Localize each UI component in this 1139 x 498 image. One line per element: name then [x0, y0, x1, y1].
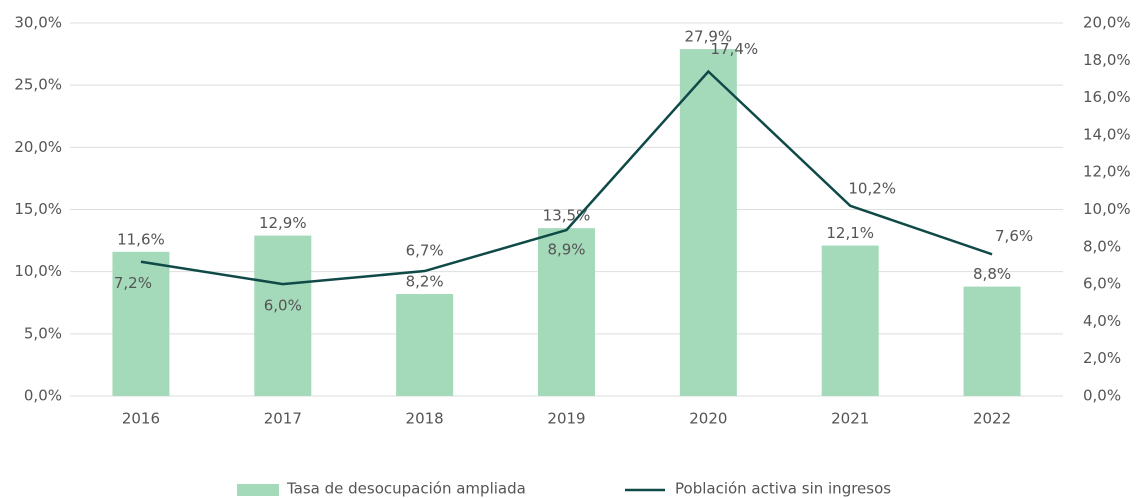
line-value-label: 7,6% [995, 227, 1033, 245]
bar [679, 49, 737, 397]
y-tick-label: 0,0% [24, 387, 62, 405]
y-tick-label: 5,0% [24, 324, 62, 342]
y2-tick-label: 12,0% [1083, 163, 1131, 181]
y-tick-label: 20,0% [14, 138, 62, 156]
bar [396, 294, 454, 396]
legend-label: Tasa de desocupación ampliada [286, 480, 526, 498]
y2-tick-label: 2,0% [1083, 349, 1121, 367]
x-tick-label: 2018 [406, 410, 444, 428]
bar [254, 235, 312, 396]
y-tick-label: 30,0% [14, 14, 62, 32]
bar-value-label: 12,9% [259, 214, 307, 232]
y2-tick-label: 10,0% [1083, 200, 1131, 218]
y2-tick-label: 8,0% [1083, 237, 1121, 255]
x-tick-label: 2021 [831, 410, 869, 428]
line-value-label: 8,9% [547, 241, 585, 259]
line [140, 69, 993, 286]
y2-tick-label: 16,0% [1083, 88, 1131, 106]
bar [821, 245, 879, 396]
line-value-label: 10,2% [848, 179, 896, 197]
y2-tick-label: 14,0% [1083, 125, 1131, 143]
line-value-label: 7,2% [114, 274, 152, 292]
x-tick-label: 2020 [689, 410, 727, 428]
y-tick-label: 15,0% [14, 200, 62, 218]
x-tick-label: 2019 [547, 410, 585, 428]
bar-value-label: 11,6% [117, 230, 165, 248]
y2-tick-label: 20,0% [1083, 14, 1131, 32]
y-tick-label: 10,0% [14, 262, 62, 280]
line-value-label: 6,7% [406, 242, 444, 260]
x-tick-label: 2016 [122, 410, 160, 428]
legend-swatch [237, 484, 279, 496]
line-value-label: 17,4% [711, 40, 759, 58]
bar-value-label: 12,1% [826, 224, 874, 242]
legend-label: Población activa sin ingresos [675, 480, 891, 498]
y2-tick-label: 4,0% [1083, 312, 1121, 330]
y2-tick-label: 0,0% [1083, 387, 1121, 405]
x-tick-label: 2017 [264, 410, 302, 428]
y-tick-label: 25,0% [14, 76, 62, 94]
y2-tick-label: 6,0% [1083, 275, 1121, 293]
bar [112, 251, 170, 396]
bar [963, 286, 1021, 396]
bar [538, 228, 595, 396]
bar-value-label: 27,9% [685, 28, 733, 46]
bar-value-label: 8,8% [973, 265, 1011, 283]
line-value-label: 6,0% [264, 297, 302, 315]
bar-value-label: 8,2% [406, 273, 444, 291]
x-tick-label: 2022 [973, 410, 1011, 428]
bar-value-label: 13,5% [543, 207, 591, 225]
y2-tick-label: 18,0% [1083, 51, 1131, 69]
